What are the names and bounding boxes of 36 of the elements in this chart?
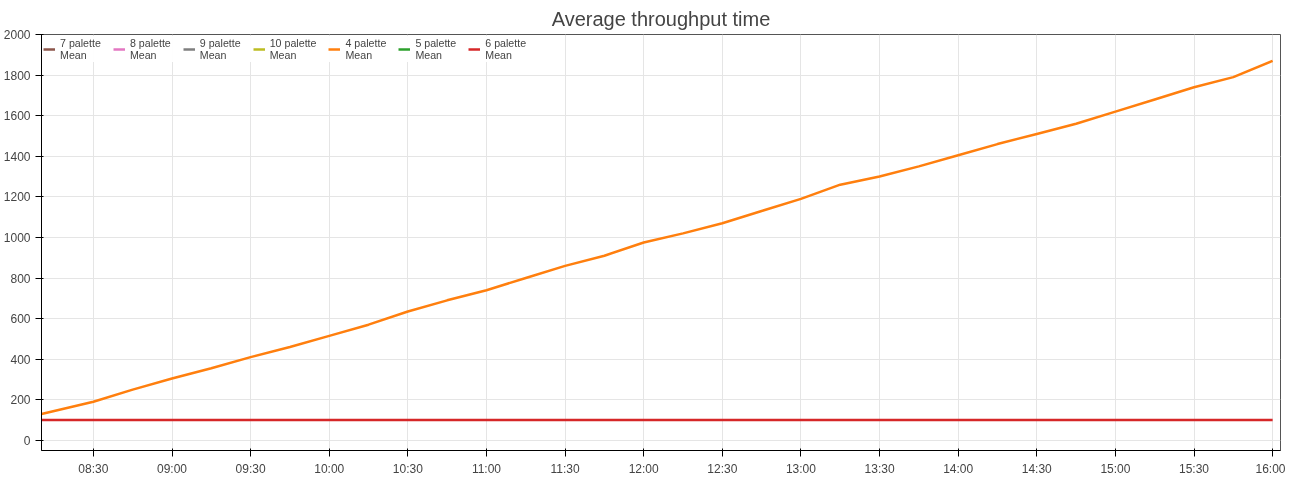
x-tick-label: 16:00 xyxy=(1255,461,1286,476)
x-tick-label: 08:30 xyxy=(78,461,109,476)
x-tick-label: 10:30 xyxy=(392,461,424,476)
y-tick-label: 1400 xyxy=(3,149,31,164)
legend-label: 7 palette Mean xyxy=(60,36,101,62)
x-tick-label: 12:00 xyxy=(628,461,660,476)
chart-title: Average throughput time xyxy=(551,7,771,30)
x-tick-label: 15:00 xyxy=(1100,461,1131,476)
x-tick-label: 13:30 xyxy=(864,461,895,476)
y-tick-label: 1800 xyxy=(3,68,31,83)
legend-label: 10 palette Mean xyxy=(269,36,317,62)
legend-label: 6 palette Mean xyxy=(485,36,527,62)
y-tick-label: 2000 xyxy=(3,28,31,42)
legend-label: 9 palette Mean xyxy=(199,36,241,62)
x-tick-label: 13:00 xyxy=(785,461,817,476)
y-tick-label: 600 xyxy=(10,312,31,327)
y-tick-label: 400 xyxy=(10,352,31,367)
y-tick-label: 800 xyxy=(10,271,31,286)
legend-label: 5 palette Mean xyxy=(415,36,457,62)
x-tick-label: 15:30 xyxy=(1179,461,1210,476)
y-tick-label: 1000 xyxy=(3,230,31,245)
x-tick-label: 11:30 xyxy=(550,461,580,476)
y-tick-label: 200 xyxy=(10,393,31,408)
y-tick-label: 0 xyxy=(23,433,31,448)
x-tick-label: 11:00 xyxy=(471,461,502,476)
x-tick-label: 12:30 xyxy=(707,461,738,476)
x-tick-label: 14:30 xyxy=(1021,461,1053,476)
y-tick-label: 1200 xyxy=(3,190,31,205)
line-series xyxy=(41,59,1274,416)
x-tick-label: 10:00 xyxy=(314,461,345,476)
x-tick-label: 09:00 xyxy=(156,461,188,476)
y-tick-label: 1600 xyxy=(3,109,31,124)
x-tick-label: 09:30 xyxy=(235,461,266,476)
legend-label: 8 palette Mean xyxy=(129,36,171,62)
legend-label: 4 palette Mean xyxy=(345,36,387,62)
x-tick-label: 14:00 xyxy=(943,461,974,476)
